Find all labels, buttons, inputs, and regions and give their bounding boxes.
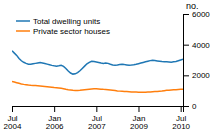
- y-tick-label: 2000: [192, 71, 210, 80]
- x-tick-label-line: 2006: [46, 122, 64, 131]
- y-tick-label: 4000: [192, 41, 210, 50]
- chart: Jul2004Jan2006Jul2007Jan2009Jul201002000…: [0, 0, 215, 132]
- x-tick-label-line: 2004: [4, 122, 22, 131]
- tick-mark: [138, 106, 139, 112]
- y-tick-label: 6000: [192, 10, 210, 19]
- series-line: [12, 81, 183, 92]
- legend-item: Private sector houses: [16, 27, 110, 36]
- axis-domain: [184, 15, 190, 107]
- legend-label: Total dwelling units: [33, 17, 100, 26]
- x-tick: Jul2007: [88, 106, 106, 131]
- tick-mark: [183, 45, 189, 46]
- legend-swatch: [16, 30, 30, 32]
- x-tick: Jul2004: [4, 106, 22, 131]
- y-tick: 2000: [183, 71, 210, 80]
- legend-item: Total dwelling units: [16, 17, 100, 26]
- x-tick-label-line: 2009: [130, 122, 148, 131]
- x-tick-label-line: Jul: [7, 114, 17, 123]
- x-tick-label: Jul2004: [4, 114, 22, 132]
- x-tick-label-line: 2007: [88, 122, 106, 131]
- y-tick-label: 0: [192, 102, 197, 111]
- y-axis-label: no.: [186, 1, 199, 11]
- legend: Total dwelling unitsPrivate sector house…: [16, 17, 110, 36]
- x-tick-label: Jul2007: [88, 114, 106, 132]
- y-axis: 0 2000 4000 6000: [183, 10, 210, 111]
- tick-mark: [54, 106, 55, 112]
- legend-label: Private sector houses: [33, 27, 110, 36]
- tick-mark: [12, 106, 13, 112]
- x-tick-label-line: Jan: [48, 114, 61, 123]
- y-tick: 4000: [183, 41, 210, 50]
- x-axis: Jul2004Jan2006Jul2007Jan2009Jul2010: [4, 106, 191, 131]
- x-tick-label-line: Jan: [133, 114, 146, 123]
- series-line: [12, 51, 183, 74]
- plot-area: [12, 51, 183, 92]
- x-tick: Jul2010: [172, 106, 190, 131]
- x-tick-label-line: 2010: [172, 122, 190, 131]
- y-tick: 0: [183, 102, 197, 111]
- x-tick-label-line: Jul: [176, 114, 186, 123]
- x-tick: Jan2006: [46, 106, 64, 131]
- x-tick: Jan2009: [130, 106, 148, 131]
- x-tick-label: Jan2006: [46, 114, 64, 132]
- y-tick: 6000: [183, 10, 210, 19]
- tick-mark: [181, 106, 182, 112]
- x-tick-label-line: Jul: [92, 114, 102, 123]
- tick-mark: [183, 75, 189, 76]
- tick-mark: [183, 106, 189, 107]
- tick-mark: [183, 14, 189, 15]
- x-tick-label: Jul2010: [172, 114, 190, 132]
- tick-mark: [96, 106, 97, 112]
- x-tick-label: Jan2009: [130, 114, 148, 132]
- axis-domain: [13, 107, 184, 113]
- legend-swatch: [16, 20, 30, 22]
